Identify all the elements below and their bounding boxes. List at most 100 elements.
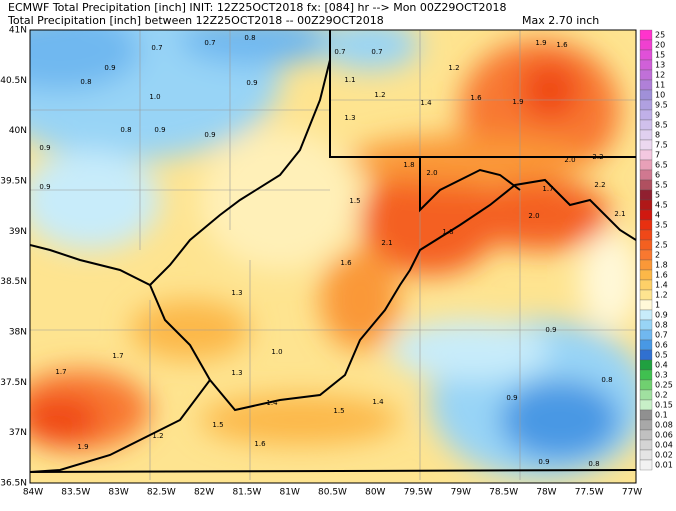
contour-label: 1.4 bbox=[420, 99, 432, 107]
contour-label: 0.8 bbox=[588, 460, 599, 468]
legend-swatch bbox=[639, 89, 653, 101]
contour-label: 1.6 bbox=[340, 259, 352, 267]
legend-swatch bbox=[639, 69, 653, 81]
legend-swatch bbox=[639, 409, 653, 421]
legend-swatch bbox=[639, 259, 653, 271]
legend-swatch bbox=[639, 219, 653, 231]
legend-swatch bbox=[639, 29, 653, 41]
contour-label: 0.9 bbox=[204, 131, 215, 139]
contour-label: 0.8 bbox=[120, 126, 131, 134]
contour-label: 1.5 bbox=[333, 407, 344, 415]
lon-label: 82.5W bbox=[147, 488, 176, 498]
legend-label: 20 bbox=[655, 41, 665, 50]
lon-label: 77.5W bbox=[575, 488, 604, 498]
legend-swatch bbox=[639, 359, 653, 371]
legend-swatch bbox=[639, 209, 653, 221]
legend-label: 3.5 bbox=[655, 221, 668, 230]
contour-label: 0.9 bbox=[154, 126, 165, 134]
legend-label: 6.5 bbox=[655, 161, 668, 170]
legend-swatch bbox=[639, 99, 653, 111]
legend-label: 3 bbox=[655, 231, 660, 240]
contour-label: 1.6 bbox=[556, 41, 568, 49]
legend-swatch bbox=[639, 59, 653, 71]
contour-label: 2.1 bbox=[614, 210, 625, 218]
legend-label: 0.6 bbox=[655, 341, 668, 350]
legend-swatch bbox=[639, 49, 653, 61]
legend-label: 0.01 bbox=[655, 461, 673, 470]
lon-label: 79W bbox=[451, 488, 471, 498]
lon-label: 81W bbox=[280, 488, 300, 498]
contour-label: 0.8 bbox=[80, 78, 91, 86]
contour-label: 1.5 bbox=[349, 197, 360, 205]
contour-label: 2.0 bbox=[564, 156, 575, 164]
lat-label: 37N bbox=[9, 428, 27, 438]
lat-label: 40.5N bbox=[0, 76, 27, 86]
legend-swatch bbox=[639, 349, 653, 361]
legend-swatch bbox=[639, 279, 653, 291]
lat-label: 40N bbox=[9, 126, 27, 136]
contour-label: 0.7 bbox=[204, 39, 215, 47]
county-lines bbox=[30, 30, 636, 480]
legend-swatch bbox=[639, 159, 653, 171]
legend-label: 1 bbox=[655, 301, 660, 310]
legend-swatch bbox=[639, 39, 653, 51]
state-borders bbox=[30, 30, 636, 473]
lon-label: 77W bbox=[622, 488, 642, 498]
legend-label: 0.25 bbox=[655, 381, 673, 390]
contour-label: 1.3 bbox=[344, 114, 355, 122]
contour-label: 1.2 bbox=[448, 64, 459, 72]
legend-label: 4 bbox=[655, 211, 660, 220]
legend-label: 13 bbox=[655, 61, 665, 70]
contour-label: 1.6 bbox=[470, 94, 482, 102]
lon-label: 83W bbox=[108, 488, 128, 498]
legend-label: 15 bbox=[655, 51, 665, 60]
legend-swatch bbox=[639, 379, 653, 391]
legend-swatch bbox=[639, 299, 653, 311]
contour-label: 0.9 bbox=[39, 144, 50, 152]
legend-swatch bbox=[639, 269, 653, 281]
legend-swatch bbox=[639, 339, 653, 351]
contour-label: 0.9 bbox=[506, 394, 517, 402]
legend-swatch bbox=[639, 139, 653, 151]
contour-label: 0.9 bbox=[538, 458, 549, 466]
contour-label: 1.2 bbox=[374, 91, 385, 99]
contour-label: 0.7 bbox=[371, 48, 382, 56]
contour-label: 2.1 bbox=[381, 239, 392, 247]
legend-swatch bbox=[639, 189, 653, 201]
contour-label: 0.7 bbox=[334, 48, 345, 56]
legend-swatch bbox=[639, 439, 653, 451]
legend-swatch bbox=[639, 449, 653, 461]
lat-label: 41N bbox=[9, 26, 27, 36]
lon-label: 80.5W bbox=[318, 488, 347, 498]
contour-label: 1.1 bbox=[344, 76, 355, 84]
legend-label: 1.2 bbox=[655, 291, 668, 300]
legend-label: 0.9 bbox=[655, 311, 668, 320]
legend-swatch bbox=[639, 369, 653, 381]
legend-swatch bbox=[639, 79, 653, 91]
max-value: Max 2.70 inch bbox=[522, 14, 599, 27]
lat-label: 37.5N bbox=[0, 378, 27, 388]
legend-label: 9 bbox=[655, 111, 660, 120]
legend-label: 6 bbox=[655, 171, 660, 180]
legend-label: 0.5 bbox=[655, 351, 668, 360]
contour-label: 1.4 bbox=[266, 399, 278, 407]
lon-label: 79.5W bbox=[404, 488, 433, 498]
lat-label: 39.5N bbox=[0, 177, 27, 187]
contour-label: 0.9 bbox=[246, 79, 257, 87]
contour-label: 2.0 bbox=[426, 169, 437, 177]
contour-label: 0.8 bbox=[601, 376, 612, 384]
legend-swatch bbox=[639, 429, 653, 441]
contour-label: 1.3 bbox=[231, 289, 242, 297]
contour-label: 1.4 bbox=[372, 398, 384, 406]
contour-label: 1.7 bbox=[542, 185, 553, 193]
contour-label: 1.9 bbox=[77, 443, 88, 451]
legend-label: 0.7 bbox=[655, 331, 668, 340]
contour-label: 2.2 bbox=[594, 181, 605, 189]
legend-label: 0.4 bbox=[655, 361, 668, 370]
lon-label: 78.5W bbox=[489, 488, 518, 498]
legend-label: 1.6 bbox=[655, 271, 668, 280]
contour-label: 1.8 bbox=[442, 228, 453, 236]
legend-swatch bbox=[639, 169, 653, 181]
legend-label: 11 bbox=[655, 81, 665, 90]
legend-swatch bbox=[639, 419, 653, 431]
